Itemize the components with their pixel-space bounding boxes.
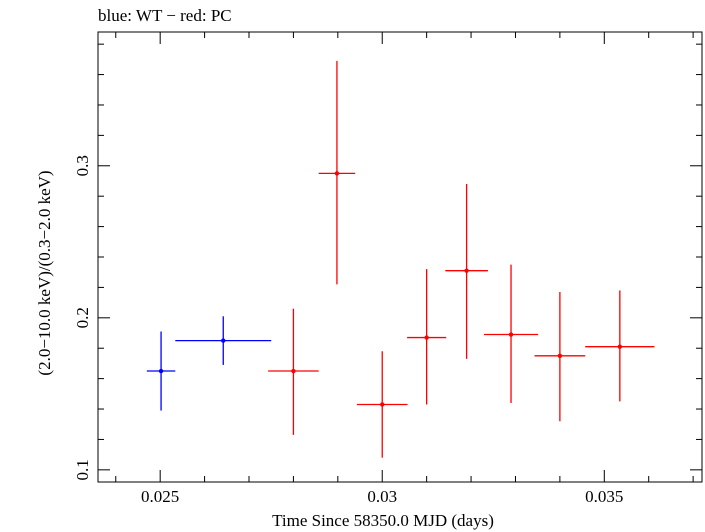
- x-tick-label: 0.03: [367, 487, 397, 506]
- x-tick-label: 0.025: [141, 487, 179, 506]
- y-tick-label: 0.2: [73, 307, 92, 328]
- x-axis-label: Time Since 58350.0 MJD (days): [272, 511, 494, 530]
- point-marker: [424, 335, 429, 340]
- point-marker: [617, 344, 623, 349]
- point-marker: [291, 368, 296, 374]
- data-point-pc: [585, 290, 655, 402]
- point-marker: [508, 332, 514, 337]
- y-tick-label: 0.1: [73, 459, 92, 480]
- y-tick-label: 0.3: [73, 155, 92, 176]
- data-point-wt: [146, 331, 176, 411]
- point-marker: [557, 353, 563, 359]
- point-marker: [221, 338, 226, 343]
- data-point-pc: [268, 308, 319, 435]
- data-point-pc: [534, 291, 586, 422]
- x-tick-label: 0.035: [585, 487, 623, 506]
- chart-title: blue: WT − red: PC: [98, 6, 232, 25]
- data-point-pc: [483, 264, 539, 403]
- point-marker: [334, 171, 340, 176]
- point-marker: [380, 402, 385, 407]
- point-marker: [464, 268, 469, 273]
- data-point-pc: [445, 184, 488, 359]
- point-marker: [158, 368, 164, 374]
- data-point-wt: [175, 316, 272, 365]
- data-point-pc: [407, 269, 447, 405]
- data-point-pc: [318, 60, 356, 285]
- data-marks: [146, 60, 655, 458]
- plot-frame: [97, 31, 703, 483]
- y-axis-label: (2.0−10.0 keV)/(0.3−2.0 keV): [35, 170, 54, 375]
- axis-ticks: 0.025 0.03 0.035 0.1 0.2 0.3: [73, 32, 702, 506]
- data-point-pc: [356, 351, 408, 458]
